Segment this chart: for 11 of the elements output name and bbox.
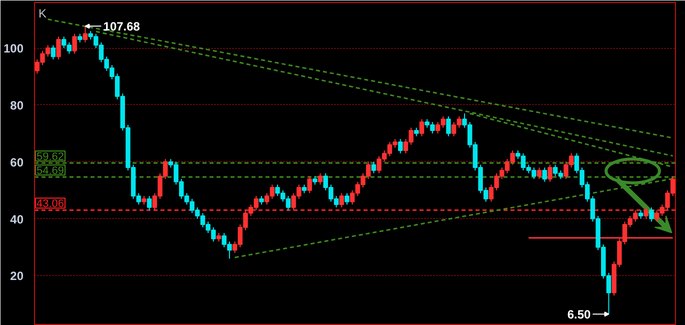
annotation: K [38,6,47,20]
y-tick-label: 60 [10,155,24,170]
annotation: 6.50 [567,308,592,322]
y-tick-label: 40 [10,212,24,226]
ref-line-label: 43.06 [36,198,64,210]
y-tick-label: 100 [3,42,24,56]
ref-line-label: 54.69 [36,164,64,177]
ref-line-label: 59.62 [36,150,64,163]
annotation: 107.68 [103,20,140,34]
y-tick-label: 20 [10,269,24,284]
y-tick-label: 80 [10,98,24,112]
